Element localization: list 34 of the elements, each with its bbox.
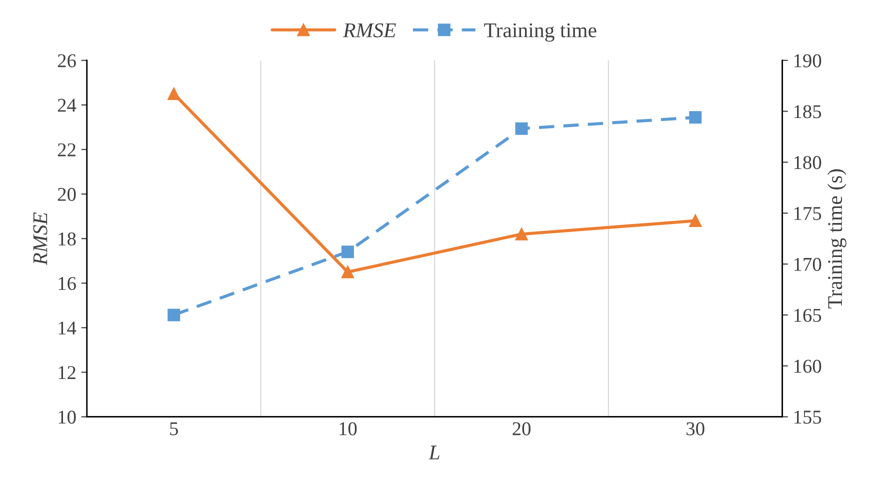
x-axis-title: L xyxy=(428,446,440,460)
y-tick-label: 18 xyxy=(58,232,76,246)
y2-tick-label: 185 xyxy=(794,105,822,118)
x-tick-label: 10 xyxy=(340,422,357,436)
y2-axis-title: Training time (s) xyxy=(827,169,846,308)
y-tick-label: 24 xyxy=(58,98,76,112)
y2-tick-label: 160 xyxy=(794,360,822,373)
y2-tick-label: 155 xyxy=(794,410,822,424)
y-tick-label: 14 xyxy=(58,322,76,334)
y-tick-label: 12 xyxy=(58,366,76,379)
point xyxy=(515,228,528,240)
y-tick-label: 26 xyxy=(58,54,76,68)
point xyxy=(515,122,528,135)
y2-tick-label: 170 xyxy=(794,258,822,271)
y2-tick-label: 190 xyxy=(794,54,822,68)
point xyxy=(341,266,354,278)
y-tick-label: 22 xyxy=(58,143,76,156)
point xyxy=(168,308,180,322)
point xyxy=(341,246,354,258)
x-tick-label: 5 xyxy=(170,422,178,436)
y2-tick-label: 165 xyxy=(794,308,822,322)
legend-label: RMSE xyxy=(342,23,396,38)
point xyxy=(168,88,180,100)
x-tick-label: 30 xyxy=(686,422,704,436)
y2-tick-label: 180 xyxy=(794,156,822,170)
y-tick-label: 20 xyxy=(58,188,76,201)
y-axis-title: RMSE xyxy=(33,212,48,266)
y2-tick-label: 175 xyxy=(794,207,822,220)
point xyxy=(689,214,702,228)
y-tick-label: 10 xyxy=(58,410,76,424)
x-tick-label: 20 xyxy=(512,422,531,436)
point xyxy=(689,111,702,124)
legend-label: Training time xyxy=(484,23,596,42)
y-tick-label: 16 xyxy=(58,277,76,290)
